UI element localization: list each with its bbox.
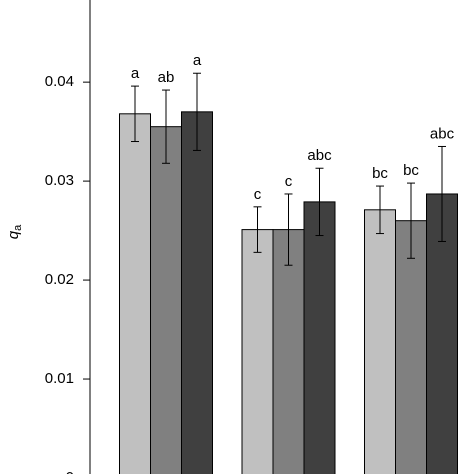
y-tick-label: 0.02 xyxy=(45,271,74,288)
significance-letter: a xyxy=(131,65,140,82)
bar xyxy=(364,209,396,474)
y-axis-label-main: q xyxy=(5,230,22,239)
significance-letter: bc xyxy=(372,165,388,182)
significance-letter: bc xyxy=(403,162,419,179)
y-tick-label: 0.03 xyxy=(45,172,74,189)
y-tick-label: 0.04 xyxy=(45,73,74,90)
bar xyxy=(241,229,274,474)
significance-letter: abc xyxy=(307,147,332,164)
significance-letter: c xyxy=(285,173,293,190)
bar xyxy=(303,201,336,474)
y-tick-label: 0 xyxy=(66,469,74,474)
bar xyxy=(119,113,151,474)
significance-letter: ab xyxy=(158,69,175,86)
significance-letter: a xyxy=(193,52,202,69)
y-tick-label: 0.01 xyxy=(45,370,74,387)
significance-letter: abc xyxy=(430,125,455,142)
bar xyxy=(272,229,305,474)
y-axis-label-sub: a xyxy=(12,224,24,231)
y-axis-label: qa xyxy=(5,224,24,239)
significance-letter: c xyxy=(254,186,262,203)
bar xyxy=(181,111,213,474)
bar xyxy=(150,126,182,474)
